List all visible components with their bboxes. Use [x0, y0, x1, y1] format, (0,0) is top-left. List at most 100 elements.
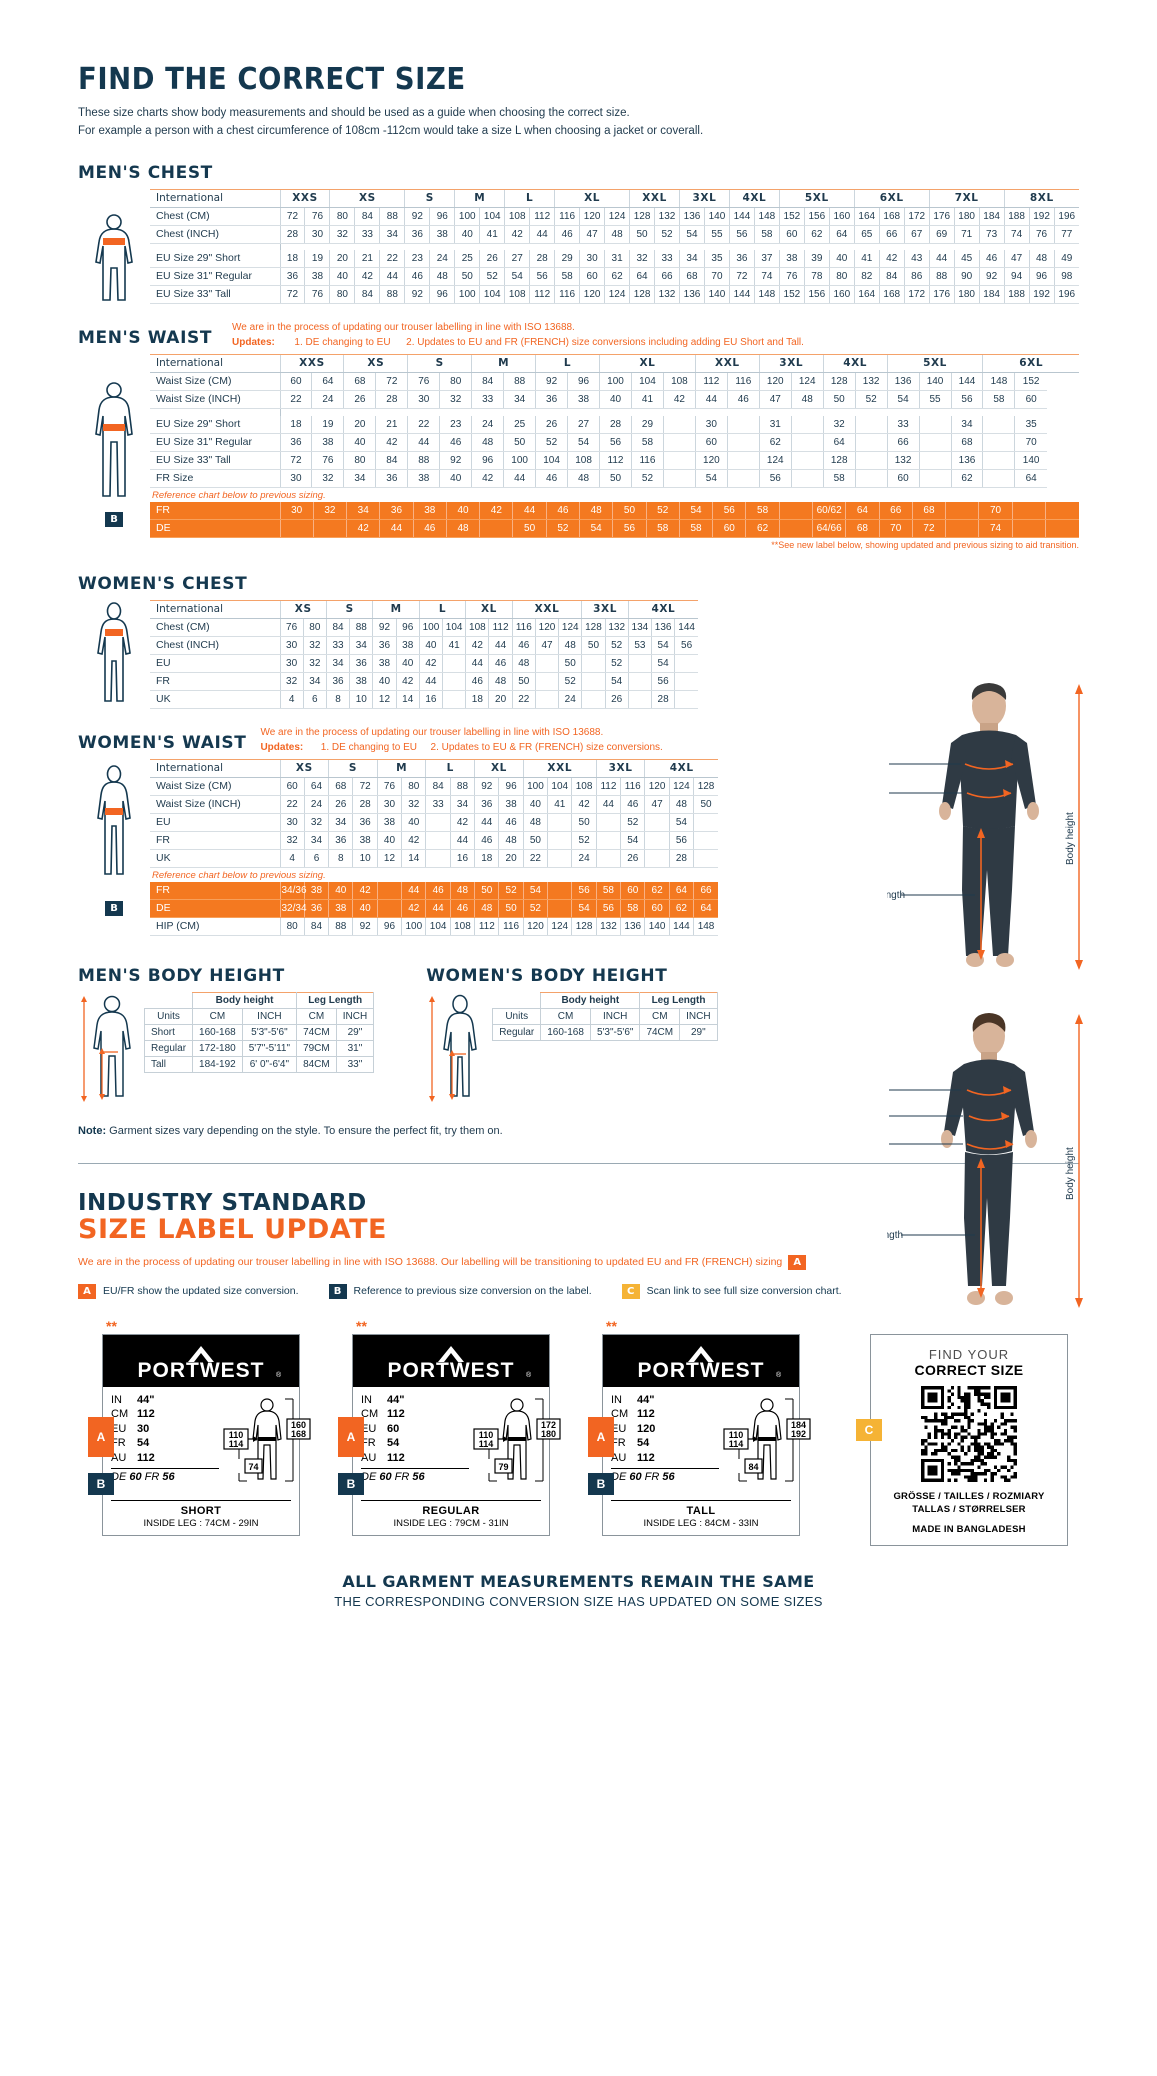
cell: 32	[302, 636, 327, 655]
cell: 46	[726, 390, 760, 410]
cell: 42	[375, 433, 408, 452]
cell	[425, 849, 451, 868]
female-mannequin: Chest Waist Hip Body height Leg Length	[847, 1010, 1097, 1310]
cell: 124	[604, 285, 630, 305]
cell: 8	[328, 849, 353, 868]
spec-row: FR 54	[361, 1436, 469, 1451]
cell: 120	[579, 207, 605, 226]
mens-waist-section: MEN'S WAIST We are in the process of upd…	[78, 320, 1079, 550]
cell: 30	[279, 636, 304, 655]
cell: 36	[303, 899, 329, 918]
row-label: DE	[150, 519, 280, 538]
cell: 76	[1028, 225, 1055, 244]
badge-c-icon: C	[621, 1283, 640, 1299]
cell: 48	[668, 795, 694, 814]
cell: 40	[828, 250, 855, 269]
tag-c: C	[856, 1418, 882, 1441]
cell: 52	[479, 267, 505, 287]
row-label: Short	[143, 1023, 194, 1041]
badge-b-womens-waist: B	[105, 901, 123, 917]
cell: 184	[978, 207, 1005, 226]
cell: 72	[352, 777, 378, 796]
cell: 54	[886, 390, 920, 410]
cell: 58	[822, 469, 856, 488]
spec-key: AU	[361, 1452, 377, 1464]
cell: 42	[479, 501, 513, 520]
spec-key: CM	[361, 1408, 379, 1421]
cell: 52	[604, 654, 629, 673]
cell: 172	[903, 285, 930, 305]
cell: 33	[886, 415, 920, 434]
portwest-logo: PORTWEST ®	[353, 1334, 549, 1387]
cell: 23	[439, 415, 472, 434]
cell: 47	[579, 225, 605, 244]
sub-inch2: INCH	[335, 1007, 375, 1025]
cell: 66	[878, 501, 913, 520]
cell: 108	[662, 372, 696, 392]
cell: 56	[650, 672, 675, 691]
cell: 28	[375, 390, 408, 410]
cell	[790, 469, 824, 488]
cell: 68	[845, 519, 880, 538]
cell: 48	[498, 831, 524, 850]
cell: 136	[650, 618, 675, 637]
cell	[726, 415, 760, 434]
cell: 20	[329, 250, 355, 269]
table-row: DE 32/34 36 38 40 42 44 46 48 50 52 54 56 58 60 62 64	[150, 899, 718, 918]
cell: 67	[903, 225, 930, 244]
spec-value: 44"	[637, 1393, 655, 1406]
cell: 28	[352, 795, 378, 814]
size-group: L	[418, 599, 466, 619]
cell: 46	[488, 654, 513, 673]
legend-text-c: Scan link to see full size conversion ch…	[646, 1285, 842, 1298]
cell: 90	[953, 267, 980, 287]
cell: 100	[401, 917, 426, 936]
spec-row: IN 44"	[111, 1393, 219, 1408]
cell: 44	[449, 831, 475, 850]
label-figure-diagram: 110 114 184 192 84	[723, 1393, 811, 1494]
cell: 192	[1028, 285, 1055, 305]
spec-value: 120	[637, 1422, 656, 1435]
cell: 76	[304, 207, 330, 226]
industry-title-1: INDUSTRY STANDARD	[78, 1189, 367, 1216]
cell: 47	[758, 390, 792, 410]
cell: 58	[745, 501, 780, 520]
cell: 62	[644, 881, 670, 900]
cell: 46	[545, 501, 580, 520]
cell	[982, 415, 1015, 434]
male-figure-height	[78, 992, 144, 1107]
womens-body-height-table: Body height Leg Length Units CM INCH CM …	[492, 991, 718, 1041]
fit-block: REGULAR INSIDE LEG : 79CM - 31IN	[361, 1499, 541, 1529]
table-row: EU Size 31" Regular 36 38 40 42 44 46 48 50 52 54 5…	[150, 433, 1079, 452]
cell: 22	[279, 795, 305, 814]
cell: 47	[534, 636, 559, 655]
cell: 40	[328, 881, 353, 900]
cell: 32	[629, 250, 655, 269]
cell: 38	[407, 469, 440, 488]
label-body: IN 44" CM 112 EU 60 FR 54 AU 112 DE 60 FR 56 110 114…	[353, 1387, 561, 1498]
cell: 38	[412, 501, 447, 520]
cell: 50	[822, 390, 856, 410]
label-leg-length-male: Leg Length	[887, 890, 905, 901]
cell	[790, 433, 824, 452]
cell: 4	[279, 690, 304, 709]
label-cards-row: ** A B PORTWEST ® IN 44" CM 112 EU 30 FR 54 AU 112 DE 6…	[78, 1319, 1079, 1546]
cell: 46	[404, 267, 430, 287]
spec-value: 30	[137, 1422, 150, 1435]
cell: 54	[679, 225, 705, 244]
table-row: Waist Size (CM) 60 64 68 72 76 80 84 88 92 96 100 10…	[150, 372, 1079, 392]
cell: 84	[354, 207, 380, 226]
cell: 32	[279, 672, 304, 691]
row-label: Chest (CM)	[150, 207, 280, 226]
cell: 152	[778, 285, 805, 305]
cell: 5'7"-5'11"	[241, 1039, 298, 1057]
table-row: EU Size 29" Short 18 19 20 21 22 23 24 25 26 27 28 2…	[150, 415, 1079, 434]
legend-text-a: EU/FR show the updated size conversion.	[103, 1285, 299, 1298]
cell: 33	[325, 636, 350, 655]
spec-row: FR 54	[611, 1436, 719, 1451]
cell: 144	[728, 285, 755, 305]
womens-chest-section: WOMEN'S CHEST International X	[78, 574, 698, 709]
tag-a: A	[588, 1416, 614, 1457]
cell: 64	[1014, 469, 1047, 488]
cell: 68	[950, 433, 983, 452]
